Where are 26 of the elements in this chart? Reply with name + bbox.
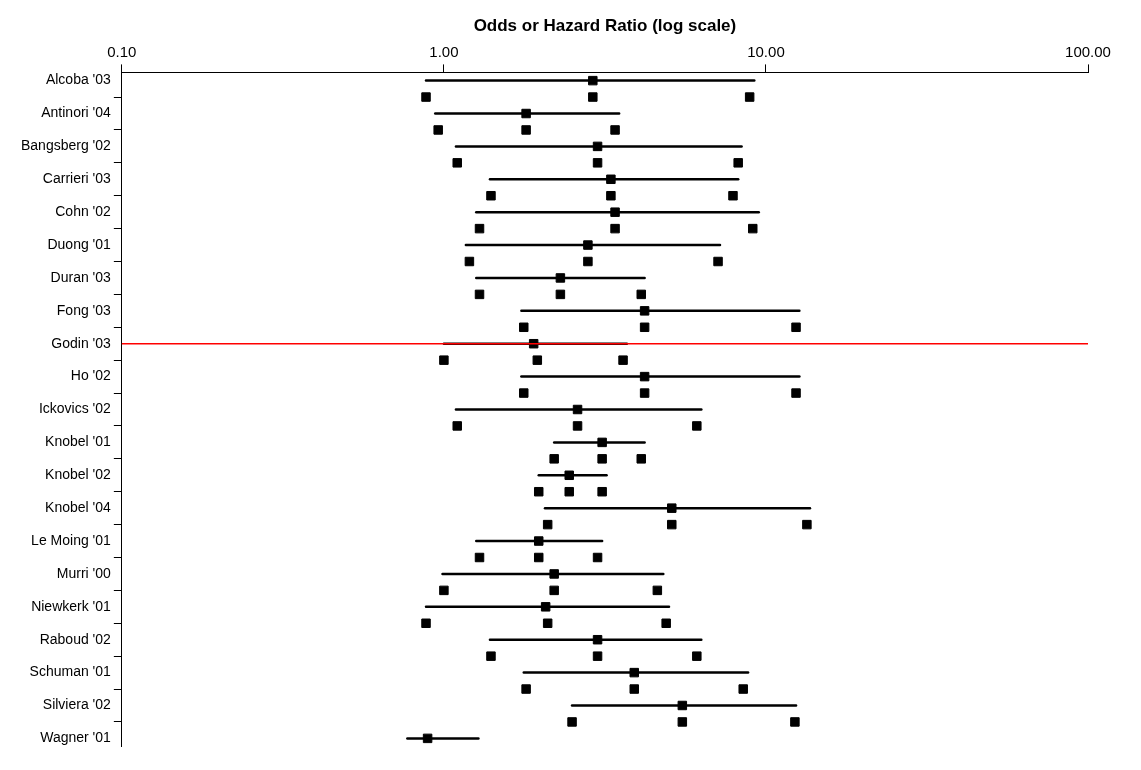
y-tick-label: Godin '03 xyxy=(51,334,112,351)
y-tick-label: Duran '03 xyxy=(50,268,112,285)
y-tick-label: Alcoba '03 xyxy=(45,71,112,88)
y-tick-label: Fong '03 xyxy=(56,301,112,318)
y-tick-label: Ickovics '02 xyxy=(38,400,112,417)
y-tick-label: Ho '02 xyxy=(70,367,112,384)
y-tick-label: Cohn '02 xyxy=(55,203,112,220)
y-tick-label: Knobel '04 xyxy=(45,499,112,516)
x-axis-title: Odds or Hazard Ratio (log scale) xyxy=(473,15,737,35)
y-tick-label: Carrieri '03 xyxy=(42,170,112,187)
y-tick-label: Silviera '02 xyxy=(42,696,112,713)
y-tick-label: Le Moing '01 xyxy=(31,531,112,548)
y-tick-label: Antinori '04 xyxy=(41,104,112,121)
y-tick-label: Murri '00 xyxy=(56,564,112,581)
y-tick-label: Raboud '02 xyxy=(39,630,112,647)
x-tick-label: 0.10 xyxy=(107,42,137,60)
x-tick-label: 100.00 xyxy=(1065,42,1111,60)
y-tick-label: Bangsberg '02 xyxy=(20,137,112,154)
y-tick-label: Knobel '02 xyxy=(45,466,112,483)
y-tick-label: Knobel '01 xyxy=(45,433,112,450)
x-tick-label: 1.00 xyxy=(429,42,459,60)
x-tick-label: 10.00 xyxy=(747,42,785,60)
y-tick-label: Niewkerk '01 xyxy=(31,597,112,614)
y-tick-label: Duong '01 xyxy=(47,235,112,252)
y-tick-label: Wagner '01 xyxy=(40,729,112,746)
y-tick-label: Schuman '01 xyxy=(29,663,112,680)
